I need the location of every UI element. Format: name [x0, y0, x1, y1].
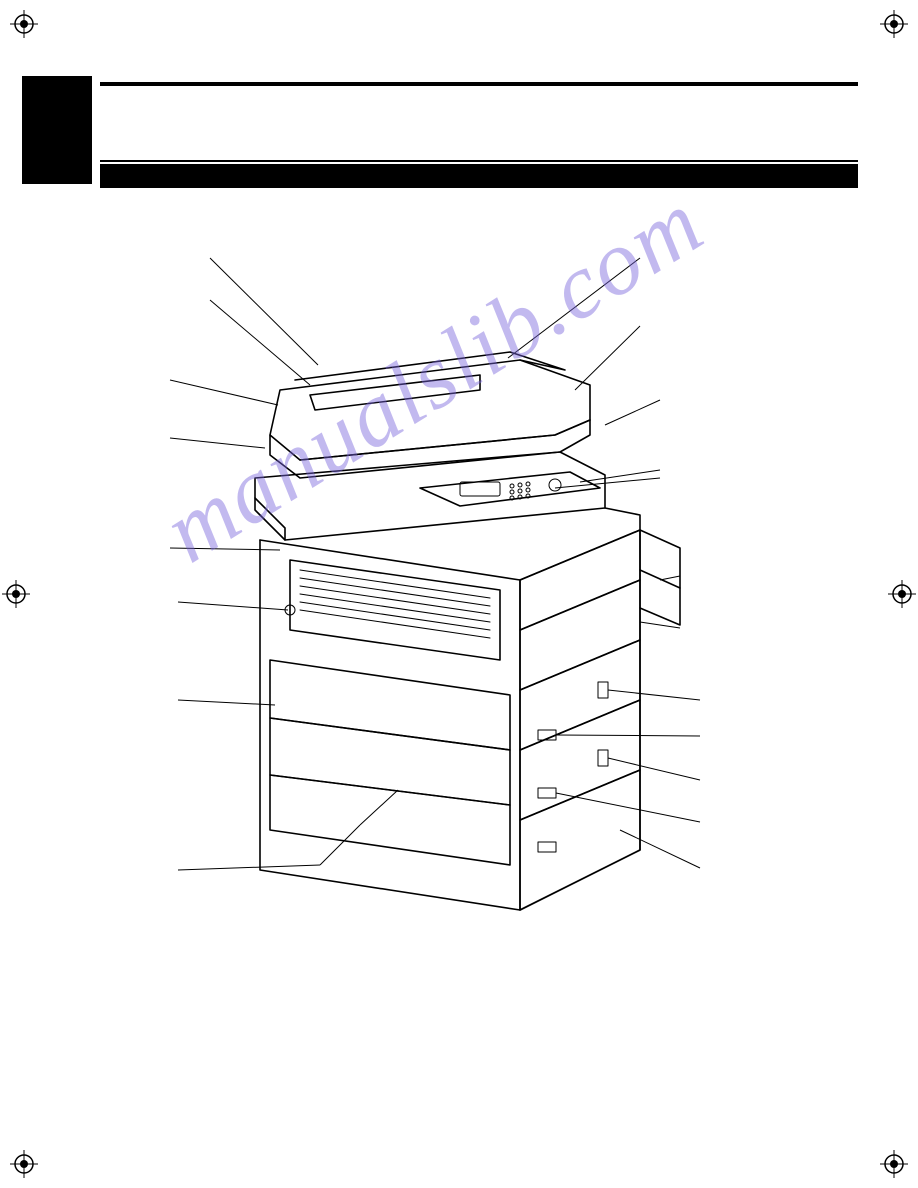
crop-mark-mid-left [2, 580, 30, 608]
crop-mark-top-right [880, 10, 908, 38]
header-rule-thin [100, 160, 858, 162]
crop-mark-bottom-right [880, 1150, 908, 1178]
chapter-tab [22, 76, 92, 184]
header-rule-thick [100, 82, 858, 86]
crop-mark-top-left [10, 10, 38, 38]
section-black-bar [100, 164, 858, 188]
crop-mark-bottom-left [10, 1150, 38, 1178]
manual-page: manualslib.com [0, 0, 918, 1188]
copier-line-art [160, 230, 760, 930]
crop-mark-mid-right [888, 580, 916, 608]
copier-diagram [160, 230, 760, 930]
